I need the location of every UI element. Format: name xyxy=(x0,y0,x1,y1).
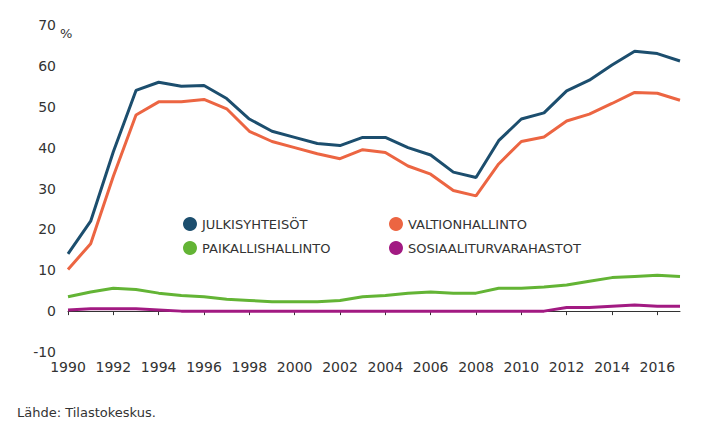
svg-text:1994: 1994 xyxy=(141,359,177,375)
svg-text:1996: 1996 xyxy=(186,359,222,375)
svg-text:10: 10 xyxy=(38,262,56,278)
svg-text:%: % xyxy=(60,26,72,41)
svg-text:70: 70 xyxy=(38,17,56,33)
svg-text:1990: 1990 xyxy=(50,359,86,375)
svg-text:VALTIONHALLINTO: VALTIONHALLINTO xyxy=(408,217,527,232)
svg-text:-10: -10 xyxy=(33,344,56,360)
svg-text:2000: 2000 xyxy=(277,359,313,375)
svg-text:2004: 2004 xyxy=(368,359,404,375)
svg-text:2014: 2014 xyxy=(594,359,630,375)
svg-text:2010: 2010 xyxy=(504,359,540,375)
svg-text:2006: 2006 xyxy=(413,359,449,375)
svg-text:50: 50 xyxy=(38,99,56,115)
svg-text:Lähde: Tilastokeskus.: Lähde: Tilastokeskus. xyxy=(17,405,156,420)
svg-text:2016: 2016 xyxy=(640,359,676,375)
svg-text:2008: 2008 xyxy=(458,359,494,375)
svg-text:JULKISYHTEISÖT: JULKISYHTEISÖT xyxy=(201,216,307,232)
svg-text:30: 30 xyxy=(38,181,56,197)
svg-text:0: 0 xyxy=(47,303,56,319)
svg-text:40: 40 xyxy=(38,140,56,156)
svg-text:SOSIAALITURVARAHASTOT: SOSIAALITURVARAHASTOT xyxy=(408,241,581,256)
svg-text:20: 20 xyxy=(38,221,56,237)
svg-text:60: 60 xyxy=(38,58,56,74)
svg-text:2012: 2012 xyxy=(549,359,585,375)
svg-text:1992: 1992 xyxy=(96,359,132,375)
svg-text:2002: 2002 xyxy=(322,359,358,375)
svg-text:PAIKALLISHALLINTO: PAIKALLISHALLINTO xyxy=(202,241,330,256)
svg-text:1998: 1998 xyxy=(232,359,268,375)
